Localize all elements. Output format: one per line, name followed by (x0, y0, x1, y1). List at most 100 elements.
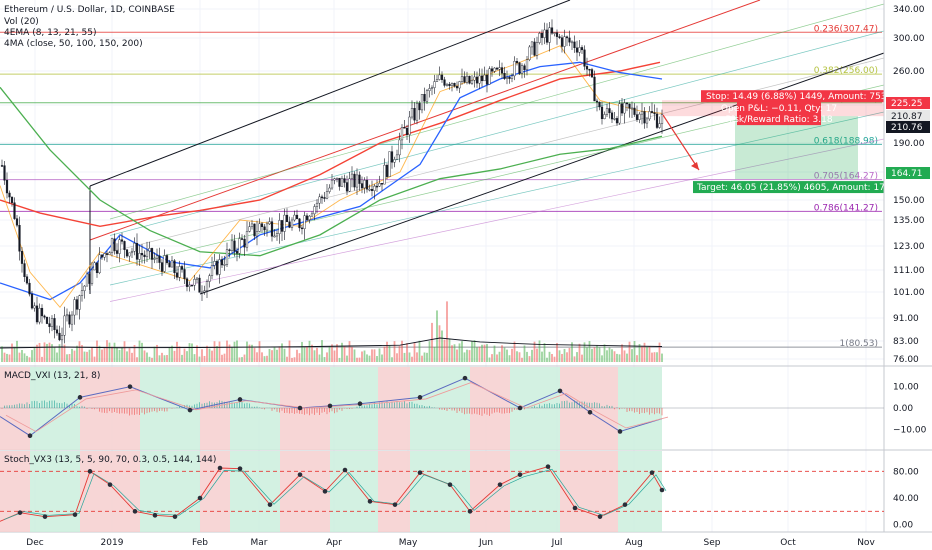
candle-body (615, 118, 619, 124)
volume-bar (483, 344, 486, 362)
stoch-zone-band (30, 451, 80, 532)
volume-bar (248, 344, 251, 362)
candle-body (25, 276, 29, 284)
volume-bar (268, 348, 271, 362)
macd-zone-band (560, 367, 618, 450)
candle-body (123, 241, 126, 250)
price-axis-tick: 111.00 (893, 266, 925, 276)
candle-body (238, 238, 241, 254)
volume-bar (536, 348, 538, 362)
candle-body (215, 261, 219, 275)
candle-body (473, 76, 476, 81)
volume-bar (361, 351, 363, 362)
channel-inner-line (109, 138, 885, 302)
candle-body (650, 111, 654, 113)
volume-bar (431, 322, 433, 362)
candle-body (535, 42, 539, 56)
volume-bar (443, 339, 446, 362)
candle-body (190, 284, 194, 287)
candle-body (178, 266, 181, 278)
macd-cross-dot (357, 401, 363, 407)
volume-bar (611, 349, 613, 362)
candle-body (518, 62, 521, 74)
candle-body (573, 41, 576, 49)
volume-bar (96, 340, 98, 362)
volume-bar (576, 352, 578, 362)
stoch-cross-dot (467, 509, 473, 514)
volume-bar (23, 353, 26, 362)
macd-cross-dot (617, 429, 623, 434)
stoch-cross-dot (497, 482, 503, 487)
volume-bar (513, 341, 516, 362)
volume-bar (438, 325, 441, 362)
candle-body (15, 218, 19, 226)
candle-body (568, 37, 571, 43)
candle-body (435, 79, 439, 82)
candle-body (418, 103, 421, 111)
candle-body (515, 61, 519, 64)
candle-body (195, 277, 199, 280)
macd-cross-dot (517, 405, 523, 411)
volume-bar (588, 341, 591, 362)
volume-bar (631, 349, 633, 362)
price-axis-tick: 150.00 (893, 196, 925, 206)
candle-body (635, 114, 639, 120)
volume-bar (163, 355, 166, 362)
volume-bar (238, 357, 241, 362)
candle-body (133, 243, 136, 252)
stoch-axis-tick: 80.00 (893, 467, 919, 477)
candle-body (330, 179, 334, 189)
volume-bar (633, 341, 636, 362)
volume-bar (211, 350, 213, 362)
volume-bar (528, 356, 531, 362)
candle-body (235, 251, 239, 254)
candle-body (368, 188, 371, 191)
candle-body (248, 226, 251, 232)
volume-bar (591, 348, 593, 362)
candle-body (75, 299, 79, 310)
price-axis-tick: 101.00 (893, 288, 925, 298)
volume-bar (383, 346, 386, 362)
price-badge (886, 167, 930, 179)
volume-bar (216, 346, 218, 362)
candle-body (3, 165, 6, 181)
volume-bar (658, 342, 661, 362)
volume-bar (98, 345, 101, 362)
candle-body (433, 81, 436, 88)
candle-body (138, 253, 141, 260)
volume-bar (371, 349, 373, 362)
price-badge (886, 110, 930, 122)
candle-body (443, 79, 446, 86)
candle-body (30, 293, 34, 309)
candle-body (460, 76, 464, 82)
candle-body (198, 277, 201, 293)
volume-bar (61, 346, 63, 362)
legend-volume: Vol (20) (4, 17, 39, 27)
candle-body (125, 249, 129, 257)
volume-bar (481, 344, 483, 362)
volume-bar (453, 344, 456, 362)
volume-bar (226, 340, 228, 362)
volume-bar (271, 350, 273, 362)
candle-body (320, 196, 324, 199)
volume-bar (106, 340, 108, 362)
volume-bar (533, 341, 536, 362)
stoch-cross-dot (237, 466, 243, 471)
candle-body (43, 315, 46, 318)
volume-bar (466, 349, 468, 362)
volume-bar (463, 352, 466, 362)
volume-bar (391, 357, 393, 362)
candle-body (223, 264, 226, 266)
volume-bar (291, 357, 293, 362)
volume-bar (433, 346, 436, 362)
candle-body (220, 259, 224, 266)
candle-body (305, 215, 309, 220)
stoch-cross-dot (17, 510, 23, 515)
candle-body (140, 253, 144, 256)
macd-cross-dot (187, 407, 193, 413)
volume-bar (53, 347, 56, 362)
time-axis-label: Sep (704, 538, 721, 548)
candle-body (613, 118, 616, 120)
volume-bar (553, 356, 556, 362)
